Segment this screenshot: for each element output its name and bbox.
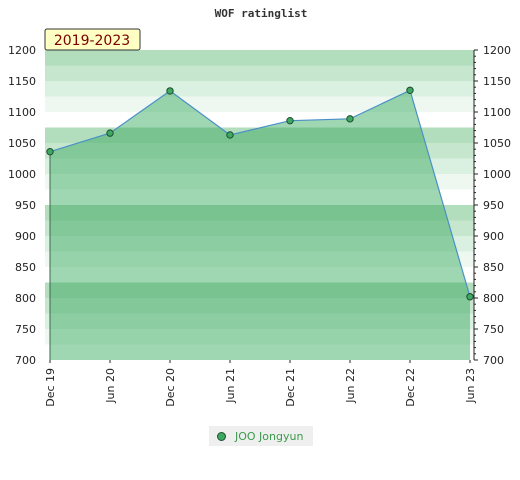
y-tick-label-right: 850 [483,261,504,274]
area-band [50,251,470,268]
y-tick-label-left: 1000 [8,168,36,181]
x-tick-label: Jun 22 [344,368,357,404]
y-tick-label-left: 850 [15,261,36,274]
legend-label: JOO Jongyun [235,429,304,443]
x-tick-label: Jun 23 [464,368,477,404]
x-tick-label: Dec 21 [284,368,297,407]
range-label: 2019-2023 [54,33,130,49]
data-point[interactable] [106,129,114,137]
area-band [50,282,470,299]
y-tick-label-right: 1050 [483,137,511,150]
y-tick-label-left: 1200 [8,44,36,57]
data-point[interactable] [346,115,354,123]
y-axis-left: 700 750 800 850 900 950 1000 1050 1100 1150 1200 [8,44,36,367]
y-tick-label-left: 950 [15,199,36,212]
area-band [50,344,470,361]
y-tick-label-left: 900 [15,230,36,243]
area-band [50,298,470,314]
grid-band [45,65,474,82]
area-band [50,189,470,206]
x-axis: Dec 19 Jun 20 Dec 20 Jun 21 Dec 21 Jun 22 Dec … [44,360,477,407]
x-tick-label: Jun 21 [224,368,237,404]
data-point[interactable] [46,147,54,156]
area-band [50,236,470,252]
data-point[interactable] [226,131,234,139]
y-tick-label-left: 1100 [8,106,36,119]
legend-marker-icon [217,431,226,441]
y-axis-right: 700 750 800 850 900 950 1000 1050 1100 1150 1200 [473,44,511,367]
area-band [50,267,470,283]
y-tick-label-right: 800 [483,292,504,305]
area-band [50,205,470,221]
y-tick-label-left: 750 [15,323,36,336]
area-band [50,313,470,330]
area-band [50,174,470,190]
legend[interactable]: JOO Jongyun [209,426,313,446]
range-label-box: 2019-2023 [44,28,141,51]
y-tick-label-right: 1100 [483,106,511,119]
area-band [50,329,470,345]
data-point[interactable] [166,87,174,95]
y-tick-label-left: 800 [15,292,36,305]
y-tick-label-left: 1150 [8,75,36,88]
chart-title: WOF ratinglist [215,7,308,20]
y-tick-label-right: 700 [483,354,504,367]
data-point[interactable] [286,116,294,125]
area-band [50,127,470,144]
y-tick-label-right: 950 [483,199,504,212]
data-point[interactable] [466,293,474,301]
grid-band [45,81,474,97]
y-tick-label-left: 700 [15,354,36,367]
y-tick-label-right: 1200 [483,44,511,57]
area-band [50,158,470,175]
x-tick-label: Dec 20 [164,368,177,407]
data-point[interactable] [406,86,414,95]
y-tick-label-left: 1050 [8,137,36,150]
y-tick-label-right: 1000 [483,168,511,181]
area-band [50,220,470,237]
grid-band [45,50,474,66]
series-markers [46,86,474,301]
x-tick-label: Dec 22 [404,368,417,407]
series-line [49,89,471,297]
x-tick-label: Jun 20 [104,368,117,404]
y-tick-label-right: 900 [483,230,504,243]
area-band [50,143,470,159]
y-tick-label-right: 750 [483,323,504,336]
y-tick-label-right: 1150 [483,75,511,88]
x-tick-label: Dec 19 [44,368,57,407]
